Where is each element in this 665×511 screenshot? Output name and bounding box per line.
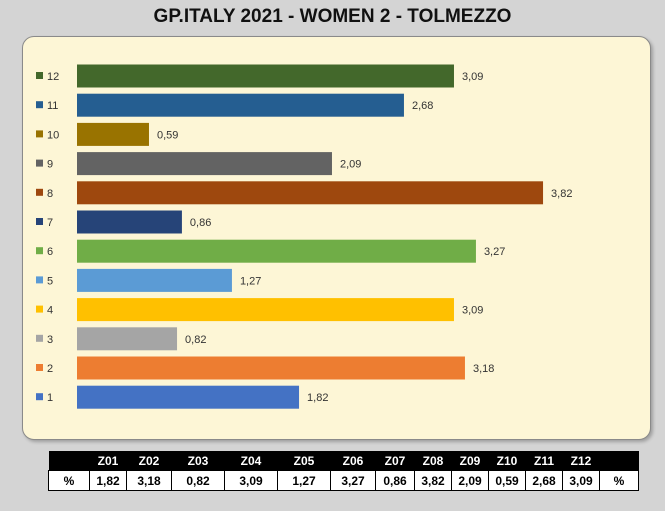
legend-swatch-10	[36, 130, 43, 138]
legend-swatch-2	[36, 364, 43, 371]
table-header-cell: Z04	[224, 451, 278, 471]
table-value-cell: 1,82	[89, 470, 127, 491]
legend-label-11: 11	[47, 100, 58, 112]
table-value-cell: %	[599, 470, 639, 491]
data-label-4: 3,09	[462, 305, 483, 317]
legend-label-1: 1	[47, 392, 53, 404]
table-header-cell: Z02	[126, 451, 172, 471]
data-table-value-row: % 1,82 3,18 0,82 3,09 1,27 3,27 0,86 3,82 2,09 0,5…	[48, 470, 639, 491]
data-label-6: 3,27	[484, 246, 505, 258]
table-value-cell: 0,82	[171, 470, 225, 491]
data-label-9: 2,09	[340, 159, 361, 171]
table-value-cell: 2,09	[451, 470, 489, 491]
bar-7	[77, 210, 182, 234]
bar-8	[77, 181, 544, 205]
table-header-cell: Z06	[330, 451, 376, 471]
data-label-11: 2,68	[412, 100, 433, 112]
legend-label-2: 2	[47, 363, 53, 375]
table-header-cell: Z03	[171, 451, 225, 471]
bar-2	[77, 356, 465, 380]
legend-swatch-4	[36, 305, 43, 313]
bar-10	[77, 122, 149, 146]
legend-swatch-6	[36, 247, 43, 255]
legend-label-8: 8	[47, 188, 53, 200]
data-table-header-row: Z01 Z02 Z03 Z04 Z05 Z06 Z07 Z08 Z09 Z10 Z11 Z12	[48, 451, 639, 471]
bar-5	[77, 268, 232, 292]
legend-swatch-3	[36, 334, 43, 342]
data-table: Z01 Z02 Z03 Z04 Z05 Z06 Z07 Z08 Z09 Z10 Z11 Z12 % 1,…	[48, 451, 639, 491]
table-value-cell: 3,82	[414, 470, 452, 491]
table-header-cell: Z10	[488, 451, 526, 471]
legend-swatch-11	[36, 101, 43, 109]
table-header-cell: Z08	[414, 451, 452, 471]
bar-11	[77, 93, 404, 117]
bar-1	[77, 385, 300, 409]
legend-label-6: 6	[47, 246, 53, 258]
legend-swatch-1	[36, 393, 43, 401]
bar-9	[77, 152, 332, 176]
data-label-10: 0,59	[157, 129, 178, 141]
table-header-cell	[599, 451, 639, 471]
table-value-cell: 3,09	[224, 470, 278, 491]
bar-6	[77, 239, 476, 263]
data-label-8: 3,82	[551, 188, 572, 200]
table-header-cell: Z01	[89, 451, 127, 471]
table-header-cell: Z05	[277, 451, 331, 471]
data-label-3: 0,82	[185, 334, 206, 346]
table-value-cell: 3,09	[562, 470, 600, 491]
legend-label-4: 4	[47, 305, 53, 317]
table-header-cell: Z07	[375, 451, 415, 471]
table-value-cell: 2,68	[525, 470, 563, 491]
legend-label-9: 9	[47, 159, 53, 171]
legend-swatch-7	[36, 218, 43, 225]
table-header-cell: Z09	[451, 451, 489, 471]
legend-swatch-9	[36, 159, 43, 167]
table-header-cell: Z11	[525, 451, 563, 471]
bar-12	[77, 64, 454, 88]
table-value-cell: 1,27	[277, 470, 331, 491]
legend-label-10: 10	[47, 129, 59, 141]
legend-label-12: 12	[47, 71, 59, 83]
legend-label-5: 5	[47, 275, 53, 287]
legend-label-7: 7	[47, 217, 53, 229]
data-label-7: 0,86	[190, 217, 211, 229]
table-header-cell	[48, 451, 90, 471]
legend-swatch-5	[36, 276, 43, 284]
bar-3	[77, 327, 178, 351]
data-label-1: 1,82	[307, 392, 328, 404]
table-value-cell: 3,27	[330, 470, 376, 491]
legend-swatch-8	[36, 188, 43, 196]
table-value-cell: 0,86	[375, 470, 415, 491]
data-label-2: 3,18	[473, 363, 494, 375]
chart-title: GP.ITALY 2021 - WOMEN 2 - TOLMEZZO	[153, 6, 512, 27]
data-label-12: 3,09	[462, 71, 483, 83]
table-value-cell: %	[48, 470, 90, 491]
table-value-cell: 3,18	[126, 470, 172, 491]
data-label-5: 1,27	[240, 275, 261, 287]
legend-label-3: 3	[47, 334, 53, 346]
bar-4	[77, 298, 454, 322]
legend-swatch-12	[36, 72, 43, 79]
table-value-cell: 0,59	[488, 470, 526, 491]
table-header-cell: Z12	[562, 451, 600, 471]
